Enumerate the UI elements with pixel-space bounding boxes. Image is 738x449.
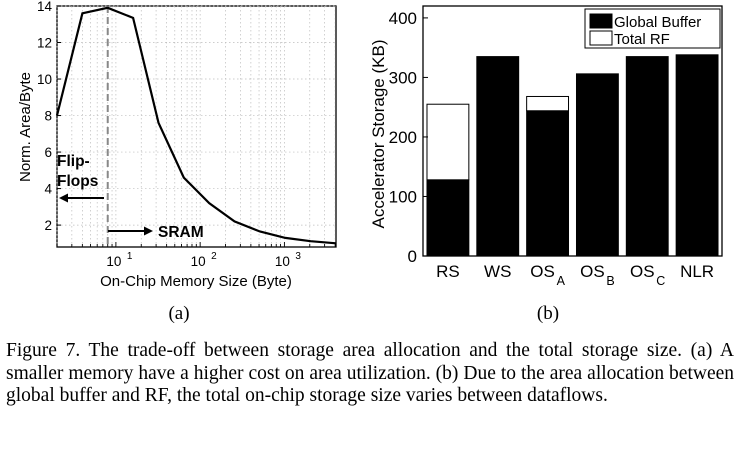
chart-a-y-tick-label: 8 <box>44 109 52 124</box>
flipflops-arrow-head <box>59 193 68 203</box>
legend-swatch-total-rf <box>589 30 613 46</box>
bar-global-buffer <box>526 110 570 257</box>
bar-global-buffer <box>426 179 470 257</box>
legend-label-global-buffer: Global Buffer <box>614 14 701 31</box>
chart-a: 2 4 6 8 10 12 14 10 1 10 2 10 3 Flip- Flops SRAM On… <box>17 0 337 324</box>
chart-a-y-tick-label: 6 <box>44 145 52 160</box>
bar-total-rf <box>426 103 470 181</box>
chart-b-x-tick-label: RS <box>436 262 460 281</box>
bar-global-buffer <box>575 73 619 257</box>
legend-label-total-rf: Total RF <box>614 31 670 48</box>
chart-a-x-label: On-Chip Memory Size (Byte) <box>100 273 292 290</box>
chart-a-y-label: Norm. Area/Byte <box>17 72 34 182</box>
chart-b-frame <box>422 5 723 257</box>
sram-arrow-head <box>144 226 153 236</box>
chart-b-legend: Global Buffer Total RF <box>584 8 721 49</box>
bar-global-buffer <box>675 54 719 257</box>
chart-a-y-tick-label: 12 <box>37 36 52 51</box>
chart-a-grid <box>56 5 336 247</box>
chart-b-x-tick-label: WS <box>484 262 511 281</box>
chart-b-x-tick-label: OS <box>580 262 605 281</box>
chart-a-y-tick-label: 2 <box>44 218 52 233</box>
flipflops-label-line1: Flip- <box>57 153 90 170</box>
flipflops-label-line2: Flops <box>57 173 98 190</box>
chart-b-x-tick-label: OS <box>530 262 555 281</box>
chart-a-x-tick-label: 10 <box>275 254 290 269</box>
figure-area: 2 4 6 8 10 12 14 10 1 10 2 10 3 Flip- Flops SRAM On… <box>17 0 723 324</box>
chart-b-x-axis: RS WS OS A OS B OS C NLR <box>436 251 714 288</box>
chart-a-panel-label: (a) <box>168 303 189 324</box>
bar-global-buffer <box>625 56 669 257</box>
chart-b-y-tick-label: 100 <box>389 187 417 206</box>
chart-a-x-tick-label: 10 <box>191 254 206 269</box>
figure-caption: Figure 7. The trade-off between storage … <box>6 340 734 407</box>
chart-a-y-tick-label: 4 <box>44 182 52 197</box>
sram-label: SRAM <box>158 224 204 241</box>
chart-b-x-tick-subscript: B <box>606 274 614 288</box>
chart-a-x-tick-label: 10 <box>106 254 121 269</box>
chart-b-panel-label: (b) <box>537 303 559 324</box>
chart-a-x-tick-exponent: 1 <box>127 251 133 262</box>
chart-b-y-tick-label: 400 <box>389 9 417 28</box>
chart-b-x-tick-subscript: C <box>656 274 665 288</box>
chart-b-x-tick-label: OS <box>630 262 655 281</box>
chart-a-y-tick-label: 14 <box>37 0 53 14</box>
chart-a-y-tick-label: 10 <box>37 72 52 87</box>
legend-swatch-global-buffer <box>589 13 613 29</box>
bar-total-rf <box>526 95 570 112</box>
bar-global-buffer <box>476 56 520 257</box>
area-per-byte-line <box>55 6 337 245</box>
chart-a-x-axis: 10 1 10 2 10 3 <box>56 242 336 269</box>
chart-b-x-tick-label: NLR <box>680 262 714 281</box>
chart-b-y-axis: 0 100 200 300 400 <box>389 9 428 266</box>
chart-b-bars <box>426 54 719 257</box>
chart-b-y-tick-label: 0 <box>408 247 417 266</box>
chart-a-x-tick-exponent: 3 <box>295 251 301 262</box>
chart-a-x-tick-exponent: 2 <box>211 251 217 262</box>
chart-b-y-label: Accelerator Storage (KB) <box>369 40 388 229</box>
chart-b-y-tick-label: 200 <box>389 128 417 147</box>
chart-b-y-tick-label: 300 <box>389 68 417 87</box>
chart-b-x-tick-subscript: A <box>557 274 566 288</box>
